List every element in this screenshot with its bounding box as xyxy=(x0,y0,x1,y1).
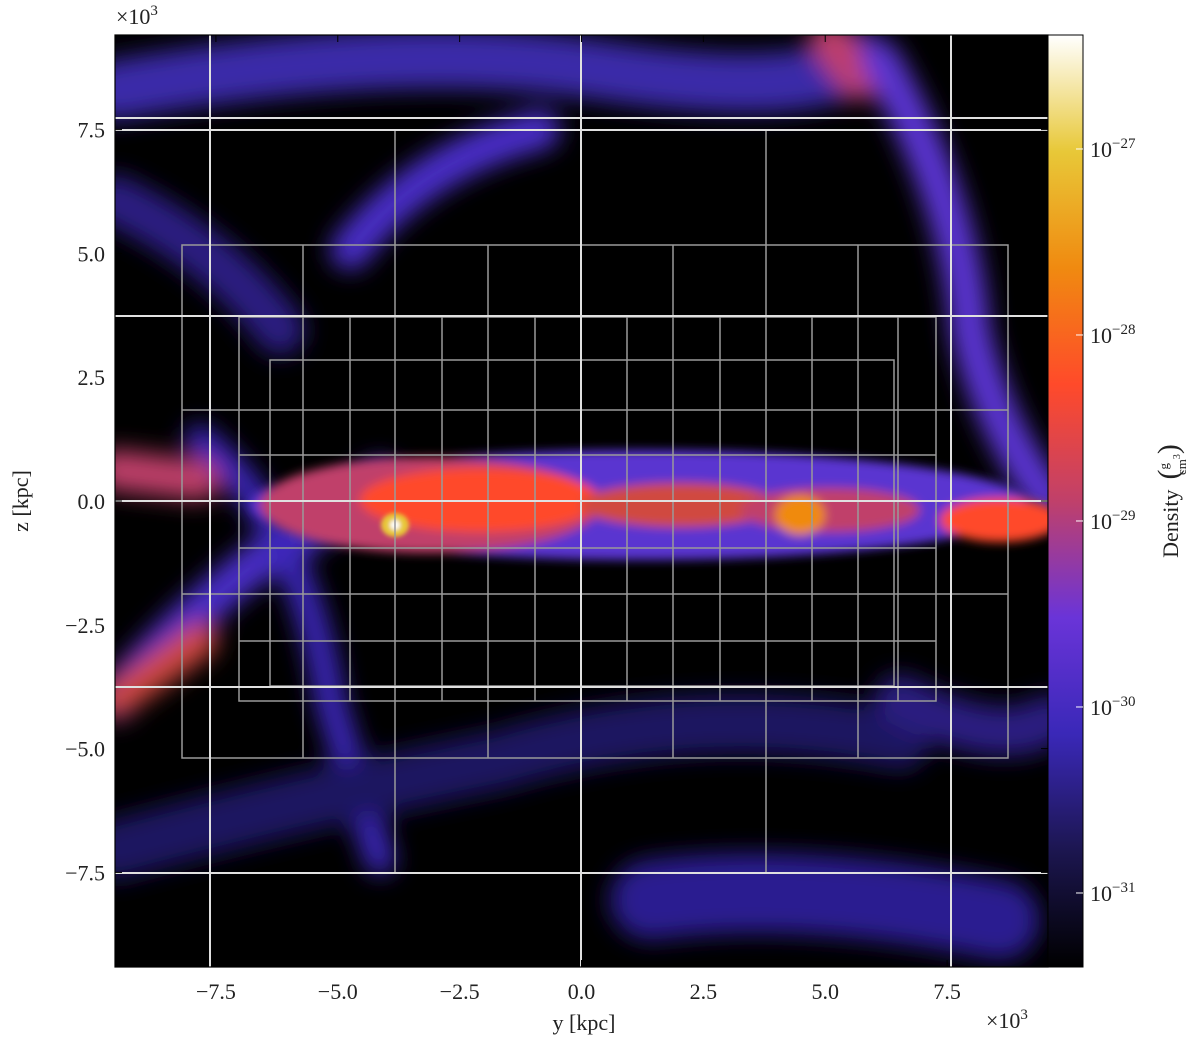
colorbar-tick-base: 10 xyxy=(1090,695,1112,720)
density-image xyxy=(115,35,1048,967)
colorbar-tick-label: 10−28 xyxy=(1090,322,1135,348)
colorbar-tick-base: 10 xyxy=(1090,509,1112,534)
amr-grid-coarse xyxy=(115,35,1048,967)
colorbar-tick-base: 10 xyxy=(1090,137,1112,162)
y-tick-label: −7.5 xyxy=(65,860,105,885)
y-tick-label: −5.0 xyxy=(65,737,105,762)
colorbar-tick-label: 10−29 xyxy=(1090,508,1135,534)
colorbar-tick-exponent: −30 xyxy=(1112,694,1135,710)
y-offset: ×103 xyxy=(116,3,158,29)
x-axis-label: y [kpc] xyxy=(553,1010,616,1035)
x-tick-label: 5.0 xyxy=(811,979,839,1004)
colorbar-label: Density(g cm3) xyxy=(1152,444,1189,558)
y-axis-label: z [kpc] xyxy=(8,470,33,532)
y-tick-label: −2.5 xyxy=(65,613,105,638)
colorbar-tick-base: 10 xyxy=(1090,323,1112,348)
amr-grid xyxy=(181,130,1009,873)
colorbar-tick-exponent: −28 xyxy=(1112,322,1135,338)
x-tick-label: −5.0 xyxy=(318,979,358,1004)
colorbar-tick-exponent: −27 xyxy=(1112,136,1136,152)
colorbar-tick-exponent: −29 xyxy=(1112,508,1135,524)
x-tick-label: −2.5 xyxy=(440,979,480,1004)
y-tick-label: 7.5 xyxy=(78,118,106,143)
colorbar xyxy=(1047,34,1084,968)
colorbar-tick-exponent: −31 xyxy=(1112,880,1135,896)
colorbar-tick-label: 10−30 xyxy=(1090,694,1135,720)
x-tick-label: 0.0 xyxy=(568,979,596,1004)
y-tick-label: 5.0 xyxy=(78,241,106,266)
y-tick-label: 2.5 xyxy=(78,365,106,390)
colorbar-tick-base: 10 xyxy=(1090,881,1112,906)
x-tick-label: −7.5 xyxy=(196,979,236,1004)
x-tick-label: 7.5 xyxy=(933,979,961,1004)
colorbar-tick-label: 10−27 xyxy=(1090,136,1136,162)
x-tick-label: 2.5 xyxy=(690,979,718,1004)
x-offset: ×103 xyxy=(986,1007,1028,1033)
colorbar-tick-label: 10−31 xyxy=(1090,880,1135,906)
y-tick-label: 0.0 xyxy=(78,489,106,514)
